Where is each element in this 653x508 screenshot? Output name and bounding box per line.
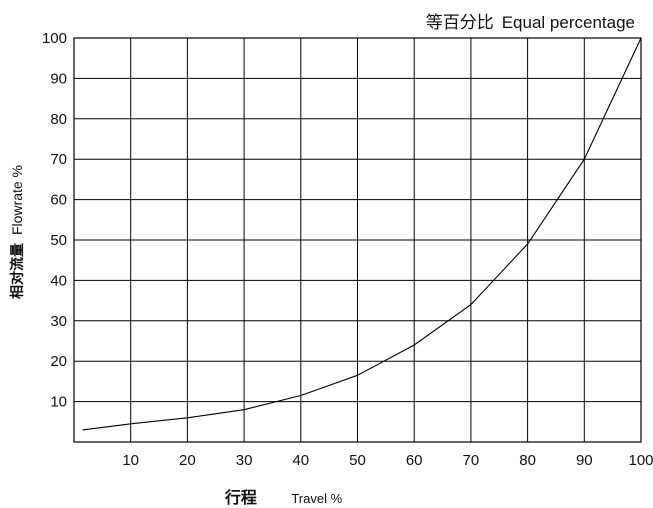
chart-title-cn: 等百分比	[425, 13, 494, 33]
x-tick-label: 90	[576, 452, 593, 469]
x-tick-label: 40	[292, 452, 309, 469]
x-tick-label: 60	[406, 452, 423, 469]
plot-frame	[73, 37, 642, 443]
x-tick-label: 50	[349, 452, 366, 469]
x-tick-label: 10	[122, 452, 139, 469]
x-axis-label-cn: 行程	[224, 488, 257, 507]
y-tick-label: 100	[42, 30, 67, 47]
y-tick-label: 50	[50, 232, 67, 249]
y-tick-label: 70	[50, 151, 67, 168]
y-axis-label-cn: 相对流量	[10, 243, 26, 300]
x-tick-label: 20	[179, 452, 196, 469]
x-axis-ticks: 10 20 30 40 50 60 70 80 90 100	[122, 452, 653, 469]
x-axis-label: 行程 Travel %	[0, 484, 653, 508]
x-axis-label-en: Travel %	[291, 491, 343, 506]
y-axis-ticks: 10 20 30 40 50 60 70 80 90 100	[42, 30, 67, 411]
y-axis-label-en: Flowrate %	[9, 164, 25, 236]
x-tick-label: 80	[519, 452, 536, 469]
y-axis-label: 相对流量 Flowrate %	[7, 165, 27, 299]
chart-title: 等百分比 Equal percentage	[426, 8, 635, 33]
grid	[74, 37, 642, 442]
y-tick-label: 60	[50, 192, 67, 209]
x-tick-label: 30	[236, 452, 253, 469]
y-tick-label: 20	[50, 353, 67, 370]
y-tick-label: 30	[50, 313, 67, 330]
y-tick-label: 40	[50, 272, 67, 289]
x-tick-label: 70	[463, 452, 480, 469]
y-tick-label: 80	[50, 111, 67, 128]
x-tick-label: 100	[628, 452, 653, 469]
y-tick-label: 90	[50, 70, 67, 87]
chart-title-en: Equal percentage	[501, 13, 635, 32]
equal-percentage-curve	[82, 37, 642, 431]
y-tick-label: 10	[50, 394, 67, 411]
